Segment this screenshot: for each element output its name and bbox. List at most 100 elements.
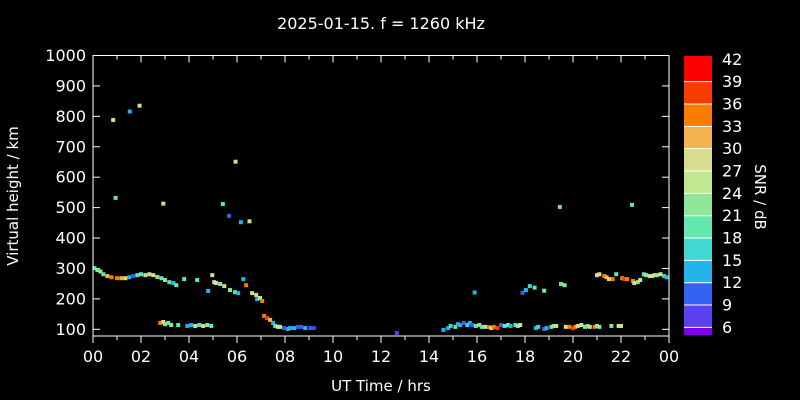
- tick-label: 500: [55, 198, 86, 217]
- data-point: [597, 324, 602, 329]
- tick-label: 12: [371, 347, 391, 366]
- data-point: [620, 276, 625, 281]
- data-point: [250, 291, 255, 296]
- data-point: [549, 324, 554, 329]
- tick-label: 21: [722, 206, 742, 225]
- data-point: [515, 323, 520, 328]
- data-point: [299, 324, 304, 329]
- data-point: [258, 295, 263, 300]
- data-point: [635, 280, 640, 285]
- data-point: [585, 323, 590, 328]
- data-point: [461, 320, 466, 325]
- data-point: [206, 288, 211, 293]
- colorbar-segment: [684, 56, 712, 82]
- data-point: [573, 324, 578, 329]
- tick-label: 04: [179, 347, 199, 366]
- data-point: [247, 219, 252, 224]
- data-point: [101, 272, 106, 277]
- tick-label: 30: [722, 139, 742, 158]
- data-point: [238, 220, 243, 225]
- tick-label: 18: [722, 229, 742, 248]
- tick-label: 20: [563, 347, 583, 366]
- data-point: [502, 323, 507, 328]
- data-point: [583, 324, 587, 329]
- data-point: [563, 324, 568, 329]
- y-axis-ticks: 100 200 300 400 500 600 700 800 900 1000: [45, 46, 669, 339]
- data-point: [92, 266, 97, 271]
- data-point: [458, 323, 463, 328]
- data-point: [491, 324, 496, 329]
- data-point: [201, 323, 206, 328]
- data-point: [513, 323, 518, 328]
- data-point: [499, 323, 503, 328]
- data-point: [662, 274, 667, 279]
- tick-label: 36: [722, 94, 742, 113]
- data-point: [532, 285, 537, 290]
- colorbar-segment: [684, 327, 712, 335]
- data-point: [210, 273, 215, 278]
- tick-label: 39: [722, 72, 742, 91]
- tick-label: 42: [722, 50, 742, 69]
- data-point: [567, 324, 572, 329]
- tick-label: 900: [55, 76, 86, 95]
- data-point: [542, 327, 547, 332]
- data-point: [244, 283, 249, 288]
- data-point: [602, 274, 607, 279]
- data-point: [197, 323, 202, 328]
- data-point: [139, 272, 143, 277]
- tick-label: 27: [722, 162, 742, 181]
- data-point: [554, 323, 559, 328]
- data-point: [292, 326, 297, 331]
- data-point: [161, 320, 166, 325]
- data-point: [448, 323, 453, 328]
- data-point: [233, 290, 238, 295]
- data-point: [644, 273, 649, 278]
- data-point: [650, 274, 655, 279]
- data-point: [147, 272, 152, 277]
- data-point: [119, 276, 124, 281]
- data-point: [131, 274, 136, 279]
- data-point: [597, 272, 602, 277]
- data-point: [176, 323, 181, 328]
- data-point: [595, 323, 599, 328]
- data-points: [92, 103, 669, 335]
- data-point: [159, 276, 164, 281]
- tick-label: 9: [722, 296, 732, 315]
- data-point: [595, 273, 599, 278]
- data-point: [163, 322, 167, 327]
- data-point: [277, 324, 282, 329]
- tick-label: 24: [722, 184, 742, 203]
- data-point: [647, 274, 652, 279]
- data-point: [630, 202, 635, 207]
- colorbar-segment: [684, 305, 712, 328]
- colorbar-segment: [684, 103, 712, 127]
- tick-label: 33: [722, 117, 742, 136]
- colorbar-segment: [684, 148, 712, 172]
- tick-label: 14: [419, 347, 439, 366]
- data-point: [604, 275, 609, 280]
- data-point: [533, 326, 538, 331]
- tick-label: 16: [467, 347, 487, 366]
- data-point: [193, 323, 198, 328]
- data-point: [638, 278, 643, 283]
- data-point: [218, 281, 223, 286]
- data-point: [587, 324, 592, 329]
- data-point: [470, 323, 475, 328]
- colorbar-segment: [684, 238, 712, 261]
- data-point: [268, 317, 273, 322]
- tick-label: 600: [55, 168, 86, 187]
- data-point: [616, 323, 621, 328]
- data-point: [467, 320, 472, 325]
- tick-label: 22: [611, 347, 631, 366]
- data-point: [163, 278, 167, 283]
- data-point: [394, 330, 399, 335]
- data-point: [303, 326, 308, 331]
- colorbar-segment: [684, 193, 712, 216]
- data-point: [664, 275, 669, 280]
- x-axis-ticks: 00 02 04 06 08 10 12 14 16 18 20 22 00: [83, 55, 679, 366]
- data-point: [506, 323, 511, 328]
- chart-title: 2025-01-15. f = 1260 kHz: [277, 14, 485, 33]
- data-point: [479, 324, 484, 329]
- data-point: [109, 275, 114, 280]
- tick-label: 18: [515, 347, 535, 366]
